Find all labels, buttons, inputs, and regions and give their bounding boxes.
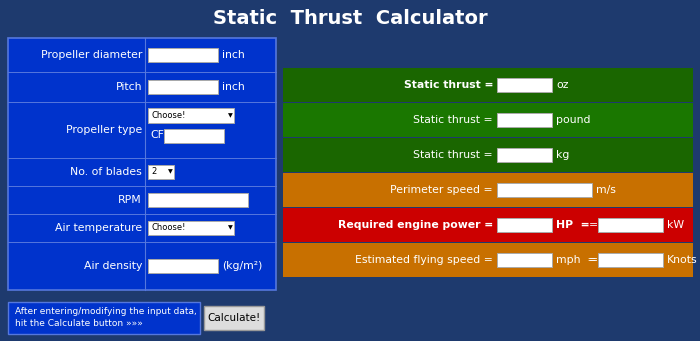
Text: Choose!: Choose! [151, 111, 186, 120]
Text: Estimated flying speed =: Estimated flying speed = [355, 255, 493, 265]
Text: =: = [582, 220, 605, 230]
Bar [148, 221, 234, 235]
Text: Static thrust =: Static thrust = [414, 115, 493, 125]
Text: Propeller type: Propeller type [66, 125, 142, 135]
Bar [148, 48, 218, 62]
Text: hit the Calculate button »»»: hit the Calculate button »»» [15, 320, 143, 328]
Text: ▼: ▼ [167, 169, 172, 175]
Text: Calculate!: Calculate! [207, 313, 260, 323]
Text: oz: oz [556, 80, 568, 90]
Text: inch: inch [222, 82, 245, 92]
Text: Required engine power =: Required engine power = [337, 220, 493, 230]
Text: Static thrust =: Static thrust = [403, 80, 493, 90]
Bar [497, 218, 552, 232]
Text: Knots: Knots [667, 255, 698, 265]
Text: pound: pound [556, 115, 591, 125]
Bar [497, 78, 552, 92]
Text: Air density: Air density [83, 261, 142, 271]
Text: kW: kW [667, 220, 684, 230]
Text: Static  Thrust  Calculator: Static Thrust Calculator [213, 9, 487, 28]
Text: Air temperature: Air temperature [55, 223, 142, 233]
Text: Perimeter speed =: Perimeter speed = [391, 185, 493, 195]
Bar [497, 113, 552, 127]
Bar [598, 218, 663, 232]
Text: ▼: ▼ [228, 113, 232, 118]
Text: Choose!: Choose! [151, 223, 186, 233]
Text: RPM: RPM [118, 195, 142, 205]
Bar [148, 80, 218, 94]
Bar [283, 138, 693, 172]
Bar [8, 38, 276, 290]
Bar [148, 193, 248, 207]
Text: ▼: ▼ [228, 225, 232, 231]
Text: =: = [582, 255, 605, 265]
Bar [283, 68, 693, 102]
Text: Static thrust =: Static thrust = [414, 150, 493, 160]
Bar [497, 183, 592, 197]
Bar [148, 165, 174, 179]
Bar [497, 148, 552, 162]
Text: kg: kg [556, 150, 569, 160]
Text: Propeller diameter: Propeller diameter [41, 50, 142, 60]
Bar [497, 253, 552, 267]
Bar [8, 302, 200, 334]
Text: HP  =: HP = [556, 220, 589, 230]
Bar [148, 108, 234, 123]
Text: mph  =: mph = [556, 255, 596, 265]
Bar [283, 243, 693, 277]
Bar [283, 173, 693, 207]
Bar [204, 306, 264, 330]
Bar [598, 253, 663, 267]
Bar [283, 103, 693, 137]
Text: No. of blades: No. of blades [70, 167, 142, 177]
Bar [283, 208, 693, 242]
Bar [164, 129, 224, 143]
Text: After entering/modifying the input data,: After entering/modifying the input data, [15, 307, 197, 315]
Text: 2: 2 [151, 167, 156, 177]
Text: Pitch: Pitch [116, 82, 142, 92]
Text: (kg/m²): (kg/m²) [222, 261, 262, 271]
Bar [148, 259, 218, 273]
Text: CF: CF [150, 130, 164, 140]
Text: m/s: m/s [596, 185, 616, 195]
Text: inch: inch [222, 50, 245, 60]
